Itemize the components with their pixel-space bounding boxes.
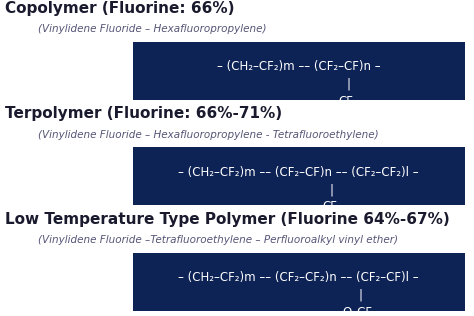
Text: – (CH₂–CF₂)m –– (CF₂–CF₂)n –– (CF₂–CF)l –: – (CH₂–CF₂)m –– (CF₂–CF₂)n –– (CF₂–CF)l … <box>178 271 419 284</box>
Text: Copolymer (Fluorine: 66%): Copolymer (Fluorine: 66%) <box>5 1 234 16</box>
Text: (Vinylidene Fluoride –Tetrafluoroethylene – Perfluoroalkyl vinyl ether): (Vinylidene Fluoride –Tetrafluoroethylen… <box>38 235 398 245</box>
Text: CF₃: CF₃ <box>322 200 342 214</box>
FancyBboxPatch shape <box>133 42 465 100</box>
FancyBboxPatch shape <box>133 253 465 311</box>
Text: – (CH₂–CF₂)m –– (CF₂–CF)n –: – (CH₂–CF₂)m –– (CF₂–CF)n – <box>217 60 381 73</box>
Text: CF₃: CF₃ <box>338 95 358 108</box>
Text: O–CF₃: O–CF₃ <box>343 306 378 316</box>
Text: (Vinylidene Fluoride – Hexafluoropropylene): (Vinylidene Fluoride – Hexafluoropropyle… <box>38 25 266 34</box>
Text: |: | <box>358 289 362 301</box>
Text: Low Temperature Type Polymer (Fluorine 64%-67%): Low Temperature Type Polymer (Fluorine 6… <box>5 212 449 227</box>
Text: |: | <box>346 78 350 91</box>
Text: Terpolymer (Fluorine: 66%-71%): Terpolymer (Fluorine: 66%-71%) <box>5 106 282 121</box>
Text: (Vinylidene Fluoride – Hexafluoropropylene - Tetrafluoroethylene): (Vinylidene Fluoride – Hexafluoropropyle… <box>38 130 379 140</box>
FancyBboxPatch shape <box>133 148 465 205</box>
Text: – (CH₂–CF₂)m –– (CF₂–CF)n –– (CF₂–CF₂)l –: – (CH₂–CF₂)m –– (CF₂–CF)n –– (CF₂–CF₂)l … <box>178 166 419 179</box>
Text: |: | <box>330 183 334 196</box>
